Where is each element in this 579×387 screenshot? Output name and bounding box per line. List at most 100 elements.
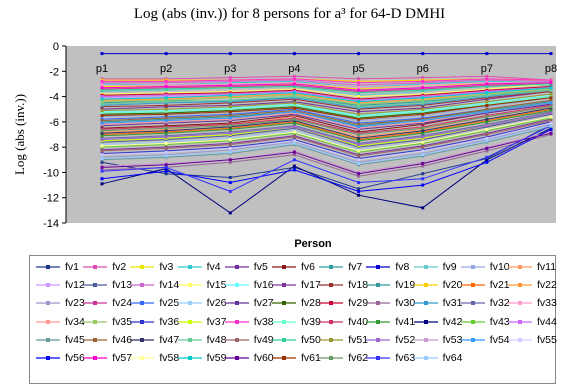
data-point-fv61 <box>164 112 168 116</box>
series-line-fv36 <box>101 121 552 160</box>
data-point-fv63 <box>164 165 168 169</box>
data-point-fv44 <box>100 95 104 99</box>
legend-swatch <box>508 283 532 288</box>
chart-title: Log (abs (inv.)) for 8 persons for a³ fo… <box>133 6 446 22</box>
legend-swatch <box>130 356 155 360</box>
series-line-fv13 <box>101 113 552 148</box>
data-point-fv38 <box>292 77 296 81</box>
legend-item-fv11: fv11 <box>508 259 556 275</box>
data-point-fv55 <box>485 136 489 140</box>
data-point-fv64 <box>164 154 168 158</box>
data-point-fv54 <box>164 119 168 123</box>
series-line-fv29 <box>101 86 552 100</box>
series-line-fv39 <box>101 96 552 118</box>
legend-swatch <box>413 283 438 288</box>
legend-label: fv20 <box>442 279 463 292</box>
legend-swatch <box>224 301 249 306</box>
legend-label: fv8 <box>395 261 410 273</box>
data-point-fv30 <box>421 164 425 168</box>
legend-swatch <box>366 337 391 342</box>
data-point-fv52 <box>292 125 296 129</box>
data-point-fv47 <box>100 131 104 135</box>
data-point-fv61 <box>228 110 232 114</box>
legend-label: fv34 <box>65 315 85 328</box>
data-point-fv61 <box>549 96 553 100</box>
data-point-fv59 <box>164 96 168 100</box>
data-point-fv63 <box>421 177 425 181</box>
data-point-fv56 <box>485 160 489 164</box>
legend-label: fv38 <box>253 315 274 328</box>
legend-item-fv20: fv20 <box>413 277 463 293</box>
legend-item-fv40: fv40 <box>319 314 368 330</box>
legend-item-fv44: fv44 <box>508 314 557 330</box>
data-point-fv8 <box>100 52 104 56</box>
data-point-fv54 <box>228 116 232 120</box>
data-point-fv49 <box>485 133 489 136</box>
series-line-fv51 <box>101 93 552 115</box>
data-point-fv62 <box>549 105 553 109</box>
data-point-fv60 <box>549 131 553 135</box>
data-point-fv50 <box>485 84 489 88</box>
legend-swatch <box>130 283 155 288</box>
data-point-fv51 <box>292 101 296 105</box>
legend-label: fv62 <box>348 352 369 364</box>
legend-item-fv39: fv39 <box>272 314 321 330</box>
legend-swatch <box>83 265 108 269</box>
legend-swatch <box>36 301 60 306</box>
data-point-fv61 <box>292 106 296 110</box>
data-point-fv35 <box>421 98 425 102</box>
legend-item-fv8: fv8 <box>366 259 409 275</box>
series-line-fv44 <box>101 87 552 101</box>
data-point-fv38 <box>549 78 553 82</box>
legend: fv1 fv2 fv3 fv4 fv5 fv6 fv7 fv8 fv9 fv10 fv11 fv12 f… <box>29 255 557 384</box>
legend-item-fv46: fv46 <box>83 332 132 348</box>
data-point-fv51 <box>164 107 168 111</box>
legend-label: fv24 <box>112 297 133 310</box>
legend-label: fv39 <box>301 315 321 328</box>
x-category-label: p8 <box>545 63 557 75</box>
data-point-fv2 <box>421 76 425 80</box>
data-point-fv63 <box>100 169 104 173</box>
legend-item-fv34: fv34 <box>36 314 85 330</box>
data-point-fv62 <box>228 124 232 128</box>
data-point-fv38 <box>100 79 104 83</box>
data-point-fv55 <box>292 139 296 143</box>
data-point-fv41 <box>421 131 425 135</box>
data-point-fv8 <box>292 52 296 56</box>
legend-swatch <box>272 356 296 360</box>
legend-swatch <box>130 319 155 324</box>
legend-label: fv12 <box>65 279 85 292</box>
data-point-fv8 <box>485 52 489 56</box>
data-point-fv46 <box>549 98 553 102</box>
legend-label: fv40 <box>348 315 369 328</box>
legend-swatch <box>413 337 438 342</box>
legend-label: fv50 <box>301 333 321 346</box>
legend-item-fv51: fv51 <box>319 332 368 348</box>
legend-swatch <box>130 265 155 269</box>
data-point-fv56 <box>100 177 104 181</box>
legend-swatch <box>36 319 60 324</box>
legend-item-fv26: fv26 <box>177 295 226 311</box>
legend-item-fv19: fv19 <box>366 277 415 293</box>
legend-swatch <box>36 265 60 269</box>
data-point-fv62 <box>421 126 425 130</box>
legend-label: fv42 <box>442 315 463 328</box>
legend-item-fv58: fv58 <box>130 350 179 366</box>
data-point-fv41 <box>485 120 489 124</box>
legend-label: fv52 <box>395 333 416 346</box>
legend-label: fv17 <box>301 279 321 292</box>
data-point-fv50 <box>228 86 232 90</box>
legend-label: fv58 <box>159 352 180 364</box>
data-point-fv48 <box>292 95 296 99</box>
data-point-fv60 <box>228 158 232 162</box>
data-point-fv38 <box>228 78 232 82</box>
legend-item-fv31: fv31 <box>413 295 462 311</box>
legend-swatch <box>130 337 155 342</box>
legend-label: fv4 <box>206 261 221 273</box>
data-point-fv41 <box>100 134 104 138</box>
data-point-fv58 <box>228 138 232 142</box>
legend-item-fv5: fv5 <box>224 259 268 275</box>
data-point-fv47 <box>164 129 168 133</box>
legend-item-fv15: fv15 <box>177 277 226 293</box>
data-point-fv39 <box>100 111 104 115</box>
